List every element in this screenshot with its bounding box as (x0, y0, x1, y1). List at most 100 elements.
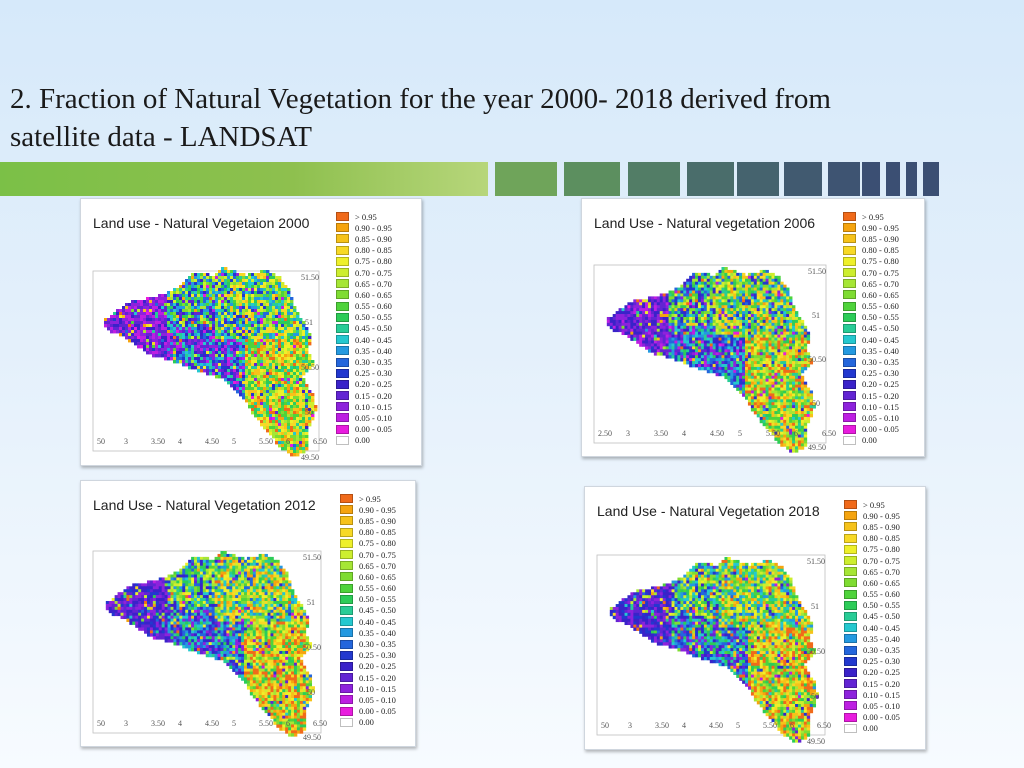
title-bar-block (828, 162, 860, 196)
map-panel-2018: Land Use - Natural Vegetation 2018 > 0.9… (584, 486, 926, 750)
y-tick-label: 50.50 (807, 647, 825, 656)
legend-swatch (844, 500, 857, 510)
legend-label: 0.00 - 0.05 (863, 712, 900, 723)
legend-label: 0.60 - 0.65 (355, 289, 392, 300)
x-tick-label: 50 (601, 721, 609, 730)
panel-title: Land Use - Natural vegetation 2006 (594, 215, 816, 231)
legend-swatch (340, 617, 353, 627)
legend-item: 0.20 - 0.25 (843, 379, 899, 390)
legend-swatch (843, 391, 856, 401)
legend-item: 0.35 - 0.40 (843, 345, 899, 356)
title-bar-block (628, 162, 680, 196)
legend-swatch (340, 639, 353, 649)
legend-label: 0.25 - 0.30 (355, 368, 392, 379)
legend: > 0.95 0.90 - 0.95 0.85 - 0.90 0.80 - 0.85 0… (844, 499, 900, 734)
legend-label: 0.05 - 0.10 (355, 412, 392, 423)
legend-swatch (336, 245, 349, 255)
legend-label: 0.90 - 0.95 (359, 504, 396, 515)
legend-swatch (336, 357, 349, 367)
legend-label: 0.50 - 0.55 (863, 600, 900, 611)
legend-item: 0.80 - 0.85 (336, 245, 392, 256)
x-tick-label: 3.50 (655, 721, 669, 730)
legend-swatch (340, 684, 353, 694)
legend-item: 0.60 - 0.65 (844, 577, 900, 588)
y-tick-label: 51 (812, 311, 820, 320)
legend-swatch (336, 379, 349, 389)
legend-swatch (336, 346, 349, 356)
y-tick-label: 51.50 (808, 267, 826, 276)
legend-item: 0.50 - 0.55 (336, 312, 392, 323)
legend-swatch (843, 301, 856, 311)
legend-item: 0.10 - 0.15 (844, 689, 900, 700)
legend-item: 0.30 - 0.35 (336, 356, 392, 367)
x-tick-label: 5.50 (763, 721, 777, 730)
legend-item: 0.70 - 0.75 (844, 555, 900, 566)
legend-label: 0.25 - 0.30 (359, 650, 396, 661)
legend-label: 0.25 - 0.30 (863, 656, 900, 667)
legend-item: 0.30 - 0.35 (843, 356, 899, 367)
vegetation-raster (105, 551, 315, 737)
legend: > 0.95 0.90 - 0.95 0.85 - 0.90 0.80 - 0.85 0… (340, 493, 396, 728)
legend-label: 0.30 - 0.35 (359, 639, 396, 650)
legend-label: 0.55 - 0.60 (355, 301, 392, 312)
legend-item: 0.75 - 0.80 (844, 544, 900, 555)
legend-swatch (844, 690, 857, 700)
x-tick-label: 5 (232, 437, 236, 446)
x-tick-label: 6.50 (313, 719, 327, 728)
legend-swatch (340, 706, 353, 716)
legend-item: 0.60 - 0.65 (340, 571, 396, 582)
legend-swatch (843, 424, 856, 434)
legend-swatch (336, 391, 349, 401)
belgium-vegetation-map (593, 264, 827, 453)
legend-item: 0.65 - 0.70 (340, 560, 396, 571)
legend-label: 0.20 - 0.25 (355, 379, 392, 390)
legend-label: 0.05 - 0.10 (862, 412, 899, 423)
legend-swatch (336, 212, 349, 222)
x-tick-label: 4 (178, 437, 182, 446)
legend-swatch (340, 650, 353, 660)
x-tick-label: 4 (682, 721, 686, 730)
vegetation-raster (606, 267, 816, 453)
legend-label: 0.65 - 0.70 (863, 566, 900, 577)
legend-swatch (844, 589, 857, 599)
legend-swatch (844, 623, 857, 633)
legend-item: 0.05 - 0.10 (843, 412, 899, 423)
legend-label: 0.55 - 0.60 (862, 301, 899, 312)
legend-label: 0.20 - 0.25 (862, 379, 899, 390)
legend-label: 0.70 - 0.75 (862, 267, 899, 278)
y-tick-label: 49.50 (301, 453, 319, 462)
legend-swatch (340, 550, 353, 560)
legend-label: > 0.95 (862, 211, 884, 222)
legend-item: 0.05 - 0.10 (844, 700, 900, 711)
legend-swatch (844, 679, 857, 689)
legend-item: 0.85 - 0.90 (336, 233, 392, 244)
legend-swatch (336, 413, 349, 423)
title-bar-block (923, 162, 932, 196)
legend-swatch (340, 561, 353, 571)
legend-swatch (844, 600, 857, 610)
legend-label: 0.25 - 0.30 (862, 368, 899, 379)
legend-swatch (843, 323, 856, 333)
legend-swatch (336, 323, 349, 333)
legend-item: 0.65 - 0.70 (844, 566, 900, 577)
x-tick-label: 5.50 (766, 429, 780, 438)
title-bar-block (886, 162, 900, 196)
x-tick-label: 6 (794, 429, 798, 438)
y-tick-label: 50 (305, 408, 313, 417)
legend-swatch (336, 435, 349, 445)
legend-label: 0.20 - 0.25 (863, 667, 900, 678)
y-tick-label: 50 (811, 692, 819, 701)
legend-swatch (336, 312, 349, 322)
vegetation-raster (609, 557, 819, 743)
legend-item: 0.75 - 0.80 (843, 256, 899, 267)
title-bar-block (687, 162, 734, 196)
legend-swatch (340, 572, 353, 582)
legend-item: 0.15 - 0.20 (843, 390, 899, 401)
legend-label: 0.55 - 0.60 (863, 589, 900, 600)
legend-label: 0.50 - 0.55 (862, 312, 899, 323)
legend-swatch (844, 656, 857, 666)
map-layer (596, 554, 826, 743)
x-tick-label: 4.50 (710, 429, 724, 438)
legend-item: 0.00 (843, 435, 899, 446)
legend-label: 0.40 - 0.45 (355, 334, 392, 345)
